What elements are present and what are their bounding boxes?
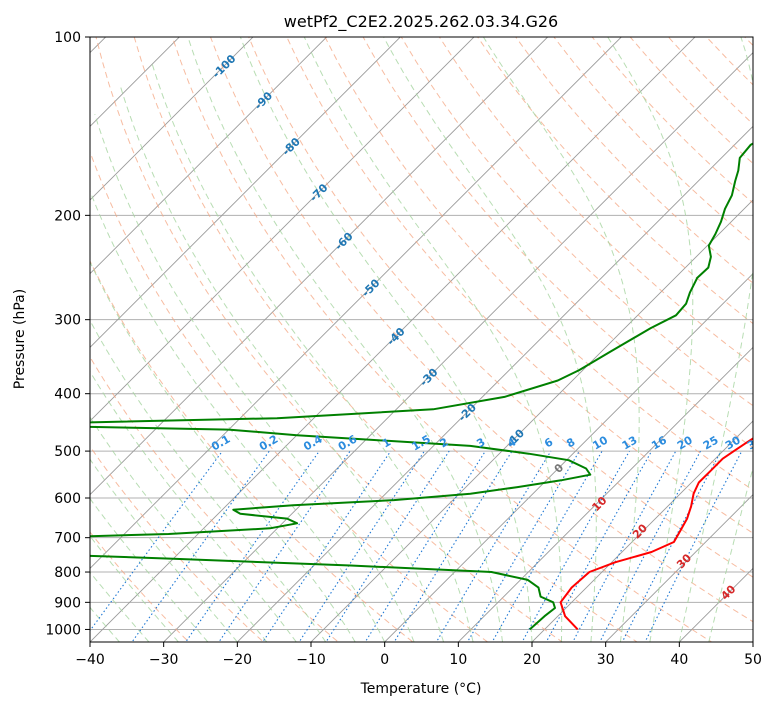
dry-adiabat-line	[90, 531, 190, 642]
y-tick-label: 700	[54, 531, 81, 547]
moist-adiabat-line	[90, 497, 209, 642]
x-tick-label: 40	[670, 652, 688, 668]
isotherm-line	[90, 37, 622, 569]
y-tick-label: 300	[54, 313, 81, 329]
isotherm-line	[90, 37, 254, 201]
x-tick-label: −40	[75, 652, 105, 668]
mixing-ratio-line	[298, 450, 425, 642]
y-tick-label: 100	[54, 30, 81, 46]
dry-adiabat-line	[515, 37, 753, 284]
plot-area	[90, 37, 753, 642]
dry-adiabat-line	[171, 37, 713, 642]
dry-adiabat-line	[286, 37, 753, 534]
dry-adiabat-line	[95, 37, 564, 642]
moist-adiabat-line	[150, 61, 474, 642]
isotherm-line	[384, 273, 753, 642]
mixing-ratio-line	[491, 450, 603, 642]
moist-adiabat-line	[239, 37, 533, 642]
x-axis-label: Temperature (°C)	[360, 681, 482, 697]
moist-adiabat-line	[383, 37, 597, 642]
mixing-ratio-line	[90, 450, 223, 632]
mixing-ratio-line	[393, 450, 513, 642]
moist-adiabat-line	[90, 260, 356, 642]
mixing-ratio-line	[262, 450, 392, 642]
y-tick-label: 800	[54, 565, 81, 581]
x-tick-label: 30	[597, 652, 615, 668]
moist-adiabat-line	[187, 37, 503, 642]
mixing-ratio-label: 36	[745, 433, 765, 452]
x-tick-label: −20	[223, 652, 253, 668]
isotherm-line	[90, 37, 180, 127]
moist-adiabat-line	[90, 606, 120, 642]
isotherm-line	[90, 37, 475, 422]
y-tick-label: 900	[54, 595, 81, 611]
mixing-ratio-line	[131, 450, 270, 642]
moist-adiabat-line	[94, 114, 415, 642]
moist-adiabat-line	[119, 83, 445, 642]
moist-adiabat-line	[482, 37, 640, 642]
dewpoint-profile-line	[90, 142, 753, 631]
isotherm-line	[90, 37, 328, 275]
dry-adiabat-line	[362, 37, 753, 449]
x-tick-label: 0	[380, 652, 389, 668]
dry-adiabat-line	[209, 37, 753, 623]
y-tick-label: 1000	[45, 622, 81, 638]
x-tick-label: −30	[149, 652, 179, 668]
isotherm-line	[457, 346, 753, 642]
dry-adiabat-line	[90, 445, 265, 642]
dry-adiabat-line	[324, 37, 753, 491]
moist-adiabat-line	[90, 189, 386, 642]
mixing-ratio-line	[572, 450, 677, 642]
y-tick-label: 500	[54, 444, 81, 460]
y-tick-label: 400	[54, 387, 81, 403]
mixing-ratio-line	[545, 450, 653, 642]
isotherm-line	[163, 52, 753, 642]
mixing-ratio-line	[599, 450, 701, 642]
dry-adiabat-line	[248, 37, 753, 578]
y-tick-label: 200	[54, 208, 81, 224]
isotherm-line	[605, 494, 753, 642]
isotherm-line	[531, 420, 753, 642]
dry-adiabat-line	[90, 259, 414, 642]
chart-title: wetPf2_C2E2.2025.262.03.34.G26	[284, 12, 558, 32]
mixing-ratio-line	[364, 450, 486, 642]
moist-adiabat-line	[678, 37, 753, 642]
mixing-ratio-line	[218, 450, 351, 642]
mixing-ratio-line	[435, 450, 552, 642]
dry-adiabat-line	[90, 150, 489, 642]
x-tick-label: 20	[523, 652, 541, 668]
mixing-ratio-line	[466, 450, 580, 642]
moist-adiabat-line	[708, 466, 753, 642]
isotherm-line	[90, 37, 696, 642]
plot-frame	[89, 36, 754, 643]
moist-adiabat-line	[90, 370, 297, 642]
y-tick-label: 600	[54, 491, 81, 507]
y-axis-label: Pressure (hPa)	[12, 289, 28, 389]
isotherm-line	[310, 199, 753, 642]
moist-adiabat-line	[90, 416, 268, 642]
x-tick-label: 50	[744, 652, 762, 668]
moist-adiabat-line	[90, 571, 150, 642]
temperature-profile-line	[559, 437, 753, 631]
x-tick-label: −10	[296, 652, 326, 668]
moist-adiabat-line	[607, 37, 694, 642]
isotherm-line	[236, 125, 753, 642]
isotherm-line	[90, 37, 549, 496]
x-tick-label: 10	[449, 652, 467, 668]
dry-adiabat-line	[90, 356, 339, 642]
isotherm-line	[90, 37, 401, 348]
moist-adiabat-line	[90, 319, 327, 642]
